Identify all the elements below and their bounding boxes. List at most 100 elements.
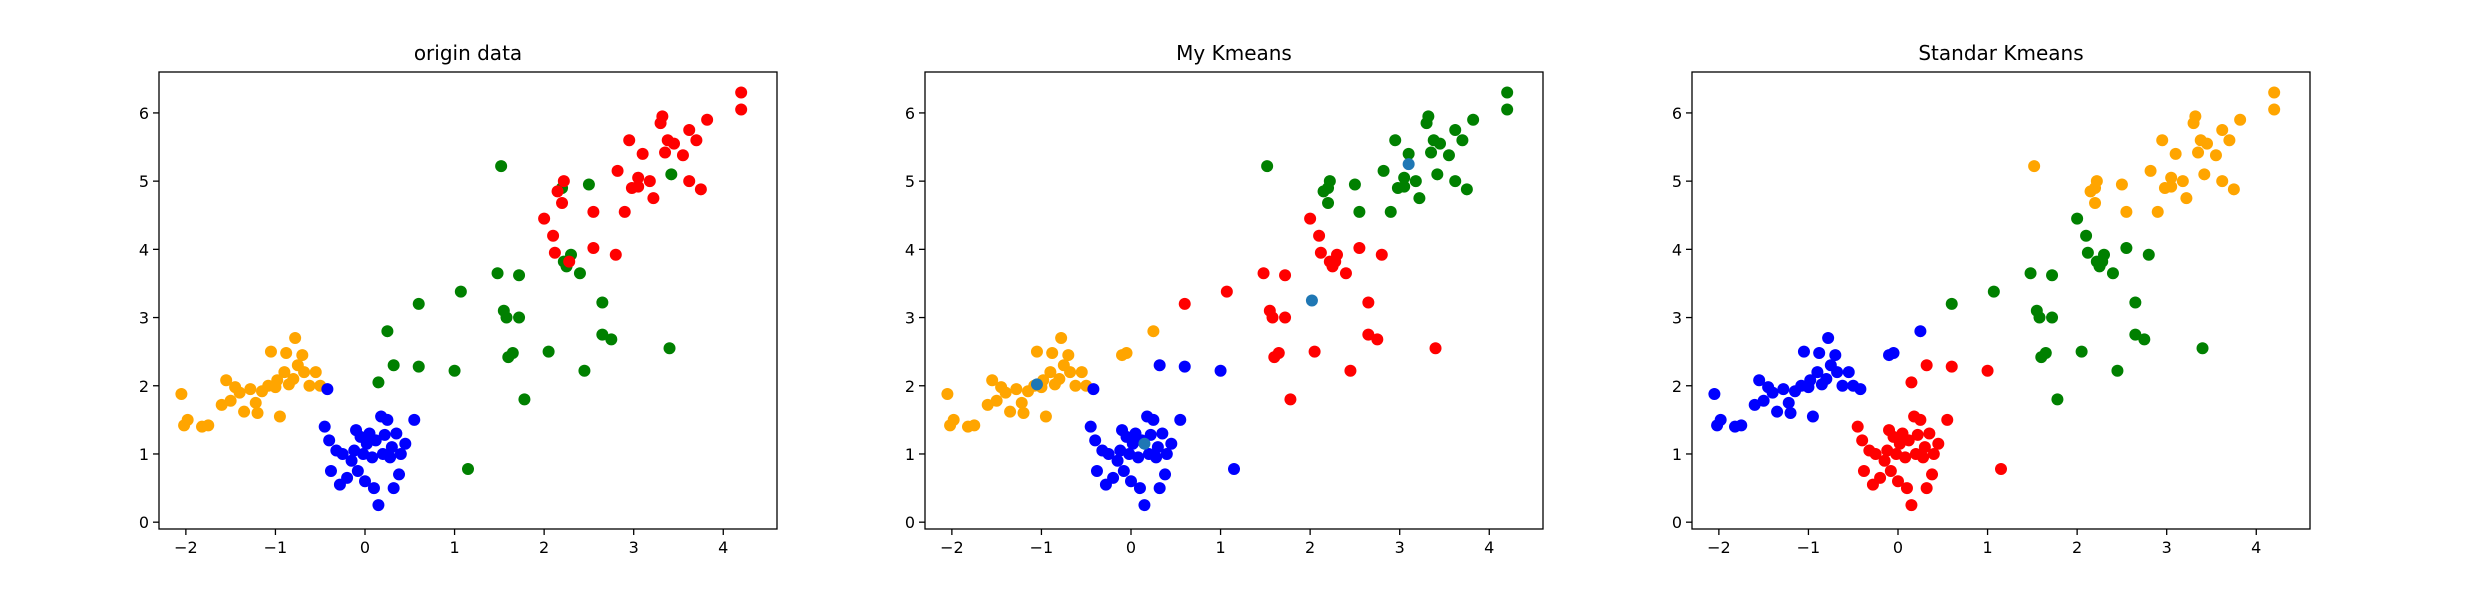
data-point	[2144, 164, 2157, 177]
data-point	[1905, 376, 1918, 389]
data-point	[1178, 297, 1191, 310]
data-point	[596, 328, 609, 341]
data-point	[1851, 420, 1864, 433]
data-point	[495, 160, 508, 173]
y-tick-label: 6	[905, 104, 915, 123]
data-point	[1111, 454, 1124, 467]
data-point	[384, 451, 397, 464]
data-point	[1831, 366, 1844, 379]
y-tick-label: 2	[139, 377, 149, 396]
data-point	[2192, 146, 2205, 159]
data-point	[1442, 149, 1455, 162]
data-point	[1075, 366, 1088, 379]
data-point	[1153, 359, 1166, 372]
data-point	[513, 269, 526, 282]
data-point	[1708, 387, 1721, 400]
data-point	[1266, 311, 1279, 324]
data-point	[1353, 241, 1366, 254]
data-point	[394, 447, 407, 460]
data-point	[1062, 349, 1075, 362]
data-point	[1064, 366, 1077, 379]
data-point	[2201, 137, 2213, 150]
data-point	[1402, 147, 1415, 160]
data-point	[1413, 192, 1426, 205]
data-point	[2189, 110, 2202, 123]
data-point	[2156, 134, 2169, 147]
series-green	[1261, 86, 1514, 218]
data-point	[1945, 360, 1958, 373]
data-point	[1004, 405, 1017, 418]
x-tick-label: 4	[1484, 538, 1494, 557]
data-point	[1914, 413, 1927, 426]
y-tick-label: 5	[905, 172, 915, 191]
data-point	[1084, 420, 1097, 433]
data-point	[351, 465, 364, 478]
data-point	[412, 297, 425, 310]
x-tick-label: 2	[539, 538, 549, 557]
data-point	[233, 386, 246, 399]
data-point	[1117, 465, 1130, 478]
data-point	[1857, 465, 1870, 478]
data-point	[448, 364, 461, 377]
data-point	[2180, 192, 2193, 205]
data-point	[1829, 349, 1842, 362]
data-point	[1044, 366, 1057, 379]
data-point	[1777, 383, 1790, 396]
data-point	[1753, 374, 1766, 387]
data-point	[1782, 396, 1795, 409]
data-point	[1987, 285, 2000, 298]
data-point	[947, 413, 960, 426]
data-point	[941, 387, 954, 400]
data-point	[1434, 137, 1446, 150]
data-point	[1918, 441, 1931, 454]
data-point	[506, 347, 519, 360]
data-point	[2089, 196, 2102, 209]
data-point	[1375, 248, 1388, 261]
data-point	[1757, 394, 1770, 407]
data-point	[1138, 499, 1151, 512]
y-tick-label: 4	[139, 240, 149, 259]
data-point	[309, 366, 322, 379]
data-point	[1384, 205, 1397, 218]
data-point	[251, 407, 264, 420]
data-point	[1284, 393, 1297, 406]
data-point	[2075, 345, 2088, 358]
data-point	[1409, 175, 1422, 188]
y-tick-label: 5	[139, 172, 149, 191]
data-point	[1220, 285, 1233, 298]
data-point	[1010, 383, 1023, 396]
series-green	[372, 160, 678, 475]
data-point	[1150, 451, 1163, 464]
data-point	[547, 229, 560, 242]
x-tick-label: 3	[629, 538, 639, 557]
series-red	[1851, 359, 2007, 512]
y-tick-label: 6	[139, 104, 149, 123]
y-tick-label: 4	[905, 240, 915, 259]
data-point	[1995, 462, 2007, 475]
data-point	[981, 398, 994, 411]
data-point	[582, 178, 595, 191]
data-point	[2142, 248, 2155, 261]
data-point	[273, 410, 286, 423]
data-point	[1331, 248, 1343, 261]
data-point	[1902, 434, 1915, 447]
data-point	[1467, 113, 1480, 126]
series-red	[1178, 212, 1442, 406]
data-point	[1766, 386, 1779, 399]
data-point	[735, 86, 748, 99]
data-point	[1228, 462, 1240, 475]
data-point	[632, 180, 645, 193]
data-point	[287, 372, 300, 385]
data-point	[1362, 296, 1375, 309]
chart-title: Standar Kmeans	[1918, 41, 2083, 65]
y-tick-label: 3	[1672, 309, 1682, 328]
centroid-point	[1402, 158, 1415, 171]
data-point	[2024, 267, 2037, 280]
data-point	[341, 471, 354, 484]
data-point	[665, 168, 678, 181]
data-point	[1257, 267, 1270, 280]
data-point	[2080, 229, 2093, 242]
data-point	[990, 394, 1003, 407]
data-point	[2129, 328, 2142, 341]
data-point	[1892, 475, 1904, 488]
